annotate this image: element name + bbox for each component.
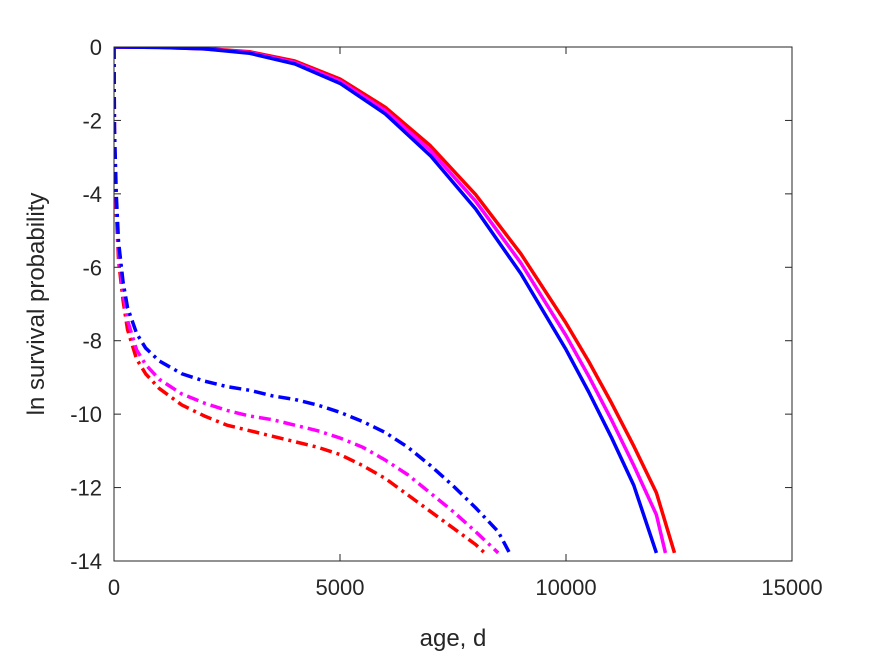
y-axis-label: ln survival probability xyxy=(23,193,50,416)
x-tick-label: 5000 xyxy=(316,575,365,600)
series-layer xyxy=(114,47,677,555)
series-line-6 xyxy=(114,47,512,554)
y-tick-label: -8 xyxy=(82,329,102,354)
x-axis-label: age, d xyxy=(420,625,487,652)
y-tick-label: 0 xyxy=(90,35,102,60)
y-axis: 0 -2 -4 -6 -8 -10 -12 -14 xyxy=(70,35,792,574)
y-tick-label: -10 xyxy=(70,402,102,427)
y-tick-label: -6 xyxy=(82,255,102,280)
series-line-5 xyxy=(114,47,500,555)
x-axis: 0 5000 10000 15000 xyxy=(108,47,823,600)
x-tick-label: 0 xyxy=(108,575,120,600)
y-tick-label: -14 xyxy=(70,549,102,574)
series-line-4 xyxy=(114,47,486,555)
y-tick-label: -4 xyxy=(82,182,102,207)
y-tick-label: -2 xyxy=(82,108,102,133)
plot-area-frame xyxy=(113,46,793,562)
x-tick-label: 10000 xyxy=(535,575,596,600)
series-line-3 xyxy=(114,47,659,554)
x-tick-label: 15000 xyxy=(761,575,822,600)
y-tick-label: -12 xyxy=(70,476,102,501)
